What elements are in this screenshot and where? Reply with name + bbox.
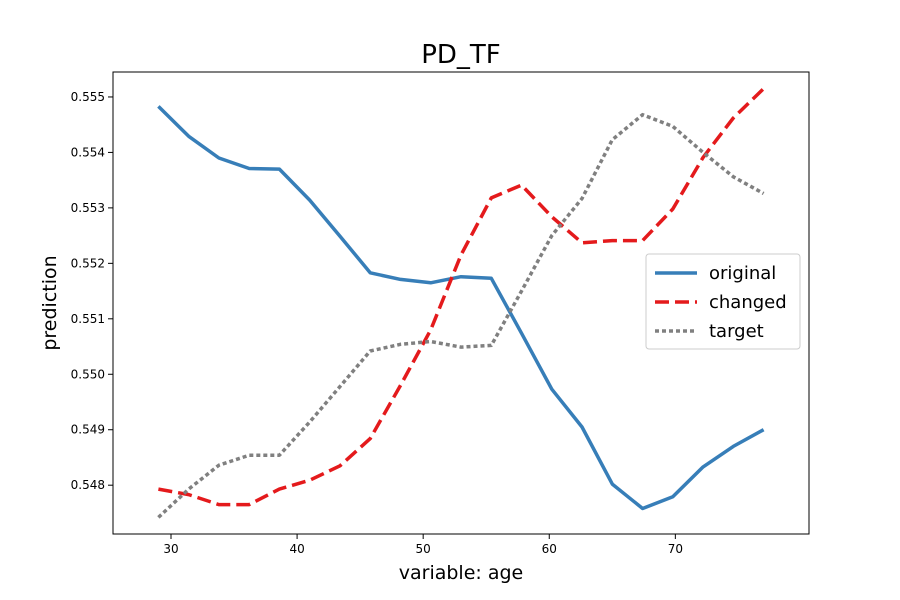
y-tick-label: 0.554 (71, 145, 105, 159)
x-tick-label: 60 (542, 542, 557, 556)
legend-box (645, 253, 801, 350)
ticks-layer: 30 40 50 60 70 0.548 0.549 0.550 0.551 0.552 0.553… (71, 90, 683, 556)
legend: original changed target (645, 253, 801, 350)
series-layer (157, 87, 765, 519)
y-tick-label: 0.553 (71, 201, 105, 215)
series-line-target (157, 112, 765, 519)
legend-label-original: original (709, 263, 776, 284)
legend-label-changed: changed (709, 292, 787, 313)
plot-frame (112, 71, 810, 535)
y-axis-label: prediction (39, 255, 61, 350)
y-tick-label: 0.551 (71, 312, 105, 326)
x-tick-label: 30 (163, 542, 178, 556)
series-line-original (157, 105, 765, 511)
x-tick-label: 50 (416, 542, 431, 556)
y-tick-label: 0.549 (71, 423, 105, 437)
x-axis-label: variable: age (399, 562, 523, 584)
x-tick-label: 40 (289, 542, 304, 556)
y-tick-label: 0.550 (71, 367, 105, 381)
series-line-changed (158, 87, 765, 507)
y-tick-label: 0.552 (71, 256, 105, 270)
y-tick-label: 0.548 (71, 478, 105, 492)
x-tick-label: 70 (668, 542, 683, 556)
chart-title: PD_TF (421, 40, 501, 70)
legend-label-target: target (709, 321, 764, 342)
y-tick-label: 0.555 (71, 90, 105, 104)
